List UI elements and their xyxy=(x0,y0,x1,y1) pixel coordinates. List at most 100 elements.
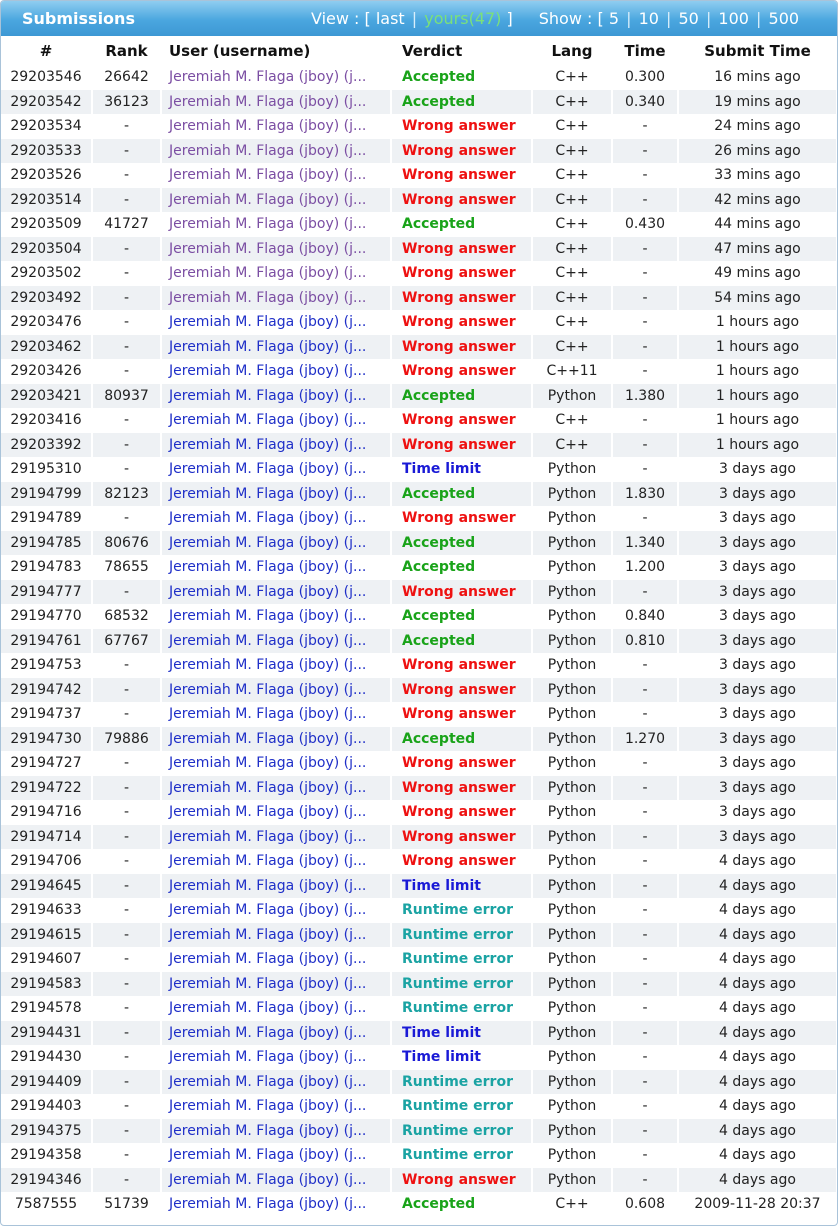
user-link[interactable]: Jeremiah M. Flaga (jboy) (j... xyxy=(161,261,392,286)
submission-id-link[interactable]: 29203476 xyxy=(1,310,93,335)
submission-id-link[interactable]: 29194789 xyxy=(1,506,93,531)
submission-id-link[interactable]: 29194706 xyxy=(1,849,93,874)
submission-id-link[interactable]: 29203534 xyxy=(1,114,93,139)
submission-id-link[interactable]: 29203546 xyxy=(1,65,93,90)
view-last-link[interactable]: last xyxy=(375,9,405,28)
user-link[interactable]: Jeremiah M. Flaga (jboy) (j... xyxy=(161,604,392,629)
submission-id-link[interactable]: 29194777 xyxy=(1,579,93,604)
user-link[interactable]: Jeremiah M. Flaga (jboy) (j... xyxy=(161,653,392,678)
user-link[interactable]: Jeremiah M. Flaga (jboy) (j... xyxy=(161,481,392,506)
user-link[interactable]: Jeremiah M. Flaga (jboy) (j... xyxy=(161,947,392,972)
submission-id-link[interactable]: 29194403 xyxy=(1,1094,93,1119)
user-link[interactable]: Jeremiah M. Flaga (jboy) (j... xyxy=(161,1020,392,1045)
submission-id-link[interactable]: 29194375 xyxy=(1,1118,93,1143)
submission-id-link[interactable]: 29203421 xyxy=(1,383,93,408)
show-5-link[interactable]: 5 xyxy=(608,9,620,28)
submission-id-link[interactable]: 29203504 xyxy=(1,236,93,261)
user-link[interactable]: Jeremiah M. Flaga (jboy) (j... xyxy=(161,530,392,555)
submission-id-link[interactable]: 29194753 xyxy=(1,653,93,678)
submission-id-link[interactable]: 29194633 xyxy=(1,898,93,923)
submission-id-link[interactable]: 29194431 xyxy=(1,1020,93,1045)
user-link[interactable]: Jeremiah M. Flaga (jboy) (j... xyxy=(161,506,392,531)
user-link[interactable]: Jeremiah M. Flaga (jboy) (j... xyxy=(161,1069,392,1094)
submission-id-link[interactable]: 29194742 xyxy=(1,677,93,702)
user-link[interactable]: Jeremiah M. Flaga (jboy) (j... xyxy=(161,89,392,114)
user-link[interactable]: Jeremiah M. Flaga (jboy) (j... xyxy=(161,702,392,727)
user-link[interactable]: Jeremiah M. Flaga (jboy) (j... xyxy=(161,922,392,947)
user-link[interactable]: Jeremiah M. Flaga (jboy) (j... xyxy=(161,726,392,751)
user-link[interactable]: Jeremiah M. Flaga (jboy) (j... xyxy=(161,457,392,482)
submission-id-link[interactable]: 29194607 xyxy=(1,947,93,972)
show-500-link[interactable]: 500 xyxy=(768,9,800,28)
submission-id-link[interactable]: 29203416 xyxy=(1,408,93,433)
user-link[interactable]: Jeremiah M. Flaga (jboy) (j... xyxy=(161,775,392,800)
submission-id-link[interactable]: 29203392 xyxy=(1,432,93,457)
submission-id-link[interactable]: 29194615 xyxy=(1,922,93,947)
user-link[interactable]: Jeremiah M. Flaga (jboy) (j... xyxy=(161,579,392,604)
submission-id-link[interactable]: 29194737 xyxy=(1,702,93,727)
submission-id-link[interactable]: 29195310 xyxy=(1,457,93,482)
user-link[interactable]: Jeremiah M. Flaga (jboy) (j... xyxy=(161,408,392,433)
user-link[interactable]: Jeremiah M. Flaga (jboy) (j... xyxy=(161,163,392,188)
submission-id-link[interactable]: 29203462 xyxy=(1,334,93,359)
user-link[interactable]: Jeremiah M. Flaga (jboy) (j... xyxy=(161,1192,392,1217)
user-link[interactable]: Jeremiah M. Flaga (jboy) (j... xyxy=(161,1118,392,1143)
show-10-link[interactable]: 10 xyxy=(638,9,659,28)
submission-id-link[interactable]: 29194714 xyxy=(1,824,93,849)
submission-id-link[interactable]: 29203514 xyxy=(1,187,93,212)
col-header-verdict[interactable]: Verdict xyxy=(391,36,533,65)
user-link[interactable]: Jeremiah M. Flaga (jboy) (j... xyxy=(161,65,392,90)
user-link[interactable]: Jeremiah M. Flaga (jboy) (j... xyxy=(161,800,392,825)
submission-id-link[interactable]: 29194645 xyxy=(1,873,93,898)
user-link[interactable]: Jeremiah M. Flaga (jboy) (j... xyxy=(161,898,392,923)
user-link[interactable]: Jeremiah M. Flaga (jboy) (j... xyxy=(161,1167,392,1192)
user-link[interactable]: Jeremiah M. Flaga (jboy) (j... xyxy=(161,138,392,163)
view-yours-link[interactable]: yours(47) xyxy=(424,9,502,28)
user-link[interactable]: Jeremiah M. Flaga (jboy) (j... xyxy=(161,751,392,776)
user-link[interactable]: Jeremiah M. Flaga (jboy) (j... xyxy=(161,824,392,849)
submission-id-link[interactable]: 29203542 xyxy=(1,89,93,114)
submission-id-link[interactable]: 29194409 xyxy=(1,1069,93,1094)
user-link[interactable]: Jeremiah M. Flaga (jboy) (j... xyxy=(161,1143,392,1168)
submission-id-link[interactable]: 29203509 xyxy=(1,212,93,237)
submission-id-link[interactable]: 29203533 xyxy=(1,138,93,163)
submission-id-link[interactable]: 29194578 xyxy=(1,996,93,1021)
col-header-lang[interactable]: Lang xyxy=(532,36,613,65)
submission-id-link[interactable]: 29194783 xyxy=(1,555,93,580)
submission-id-link[interactable]: 29194583 xyxy=(1,971,93,996)
submission-id-link[interactable]: 29194799 xyxy=(1,481,93,506)
user-link[interactable]: Jeremiah M. Flaga (jboy) (j... xyxy=(161,849,392,874)
user-link[interactable]: Jeremiah M. Flaga (jboy) (j... xyxy=(161,236,392,261)
submission-id-link[interactable]: 29203492 xyxy=(1,285,93,310)
col-header-rank[interactable]: Rank xyxy=(92,36,162,65)
submission-id-link[interactable]: 29194730 xyxy=(1,726,93,751)
show-100-link[interactable]: 100 xyxy=(718,9,749,28)
submission-id-link[interactable]: 29194722 xyxy=(1,775,93,800)
col-header-id[interactable]: # xyxy=(1,36,93,65)
user-link[interactable]: Jeremiah M. Flaga (jboy) (j... xyxy=(161,285,392,310)
user-link[interactable]: Jeremiah M. Flaga (jboy) (j... xyxy=(161,996,392,1021)
user-link[interactable]: Jeremiah M. Flaga (jboy) (j... xyxy=(161,971,392,996)
submission-id-link[interactable]: 29194358 xyxy=(1,1143,93,1168)
col-header-time[interactable]: Time xyxy=(612,36,679,65)
submission-id-link[interactable]: 29194727 xyxy=(1,751,93,776)
submission-id-link[interactable]: 7587555 xyxy=(1,1192,93,1217)
user-link[interactable]: Jeremiah M. Flaga (jboy) (j... xyxy=(161,114,392,139)
user-link[interactable]: Jeremiah M. Flaga (jboy) (j... xyxy=(161,677,392,702)
user-link[interactable]: Jeremiah M. Flaga (jboy) (j... xyxy=(161,432,392,457)
submission-id-link[interactable]: 29203426 xyxy=(1,359,93,384)
user-link[interactable]: Jeremiah M. Flaga (jboy) (j... xyxy=(161,310,392,335)
submission-id-link[interactable]: 29194716 xyxy=(1,800,93,825)
user-link[interactable]: Jeremiah M. Flaga (jboy) (j... xyxy=(161,334,392,359)
user-link[interactable]: Jeremiah M. Flaga (jboy) (j... xyxy=(161,1045,392,1070)
submission-id-link[interactable]: 29194761 xyxy=(1,628,93,653)
user-link[interactable]: Jeremiah M. Flaga (jboy) (j... xyxy=(161,555,392,580)
submission-id-link[interactable]: 29194770 xyxy=(1,604,93,629)
user-link[interactable]: Jeremiah M. Flaga (jboy) (j... xyxy=(161,628,392,653)
submission-id-link[interactable]: 29194346 xyxy=(1,1167,93,1192)
submission-id-link[interactable]: 29203526 xyxy=(1,163,93,188)
submission-id-link[interactable]: 29203502 xyxy=(1,261,93,286)
col-header-submit-time[interactable]: Submit Time xyxy=(678,36,837,65)
user-link[interactable]: Jeremiah M. Flaga (jboy) (j... xyxy=(161,1094,392,1119)
submission-id-link[interactable]: 29194785 xyxy=(1,530,93,555)
